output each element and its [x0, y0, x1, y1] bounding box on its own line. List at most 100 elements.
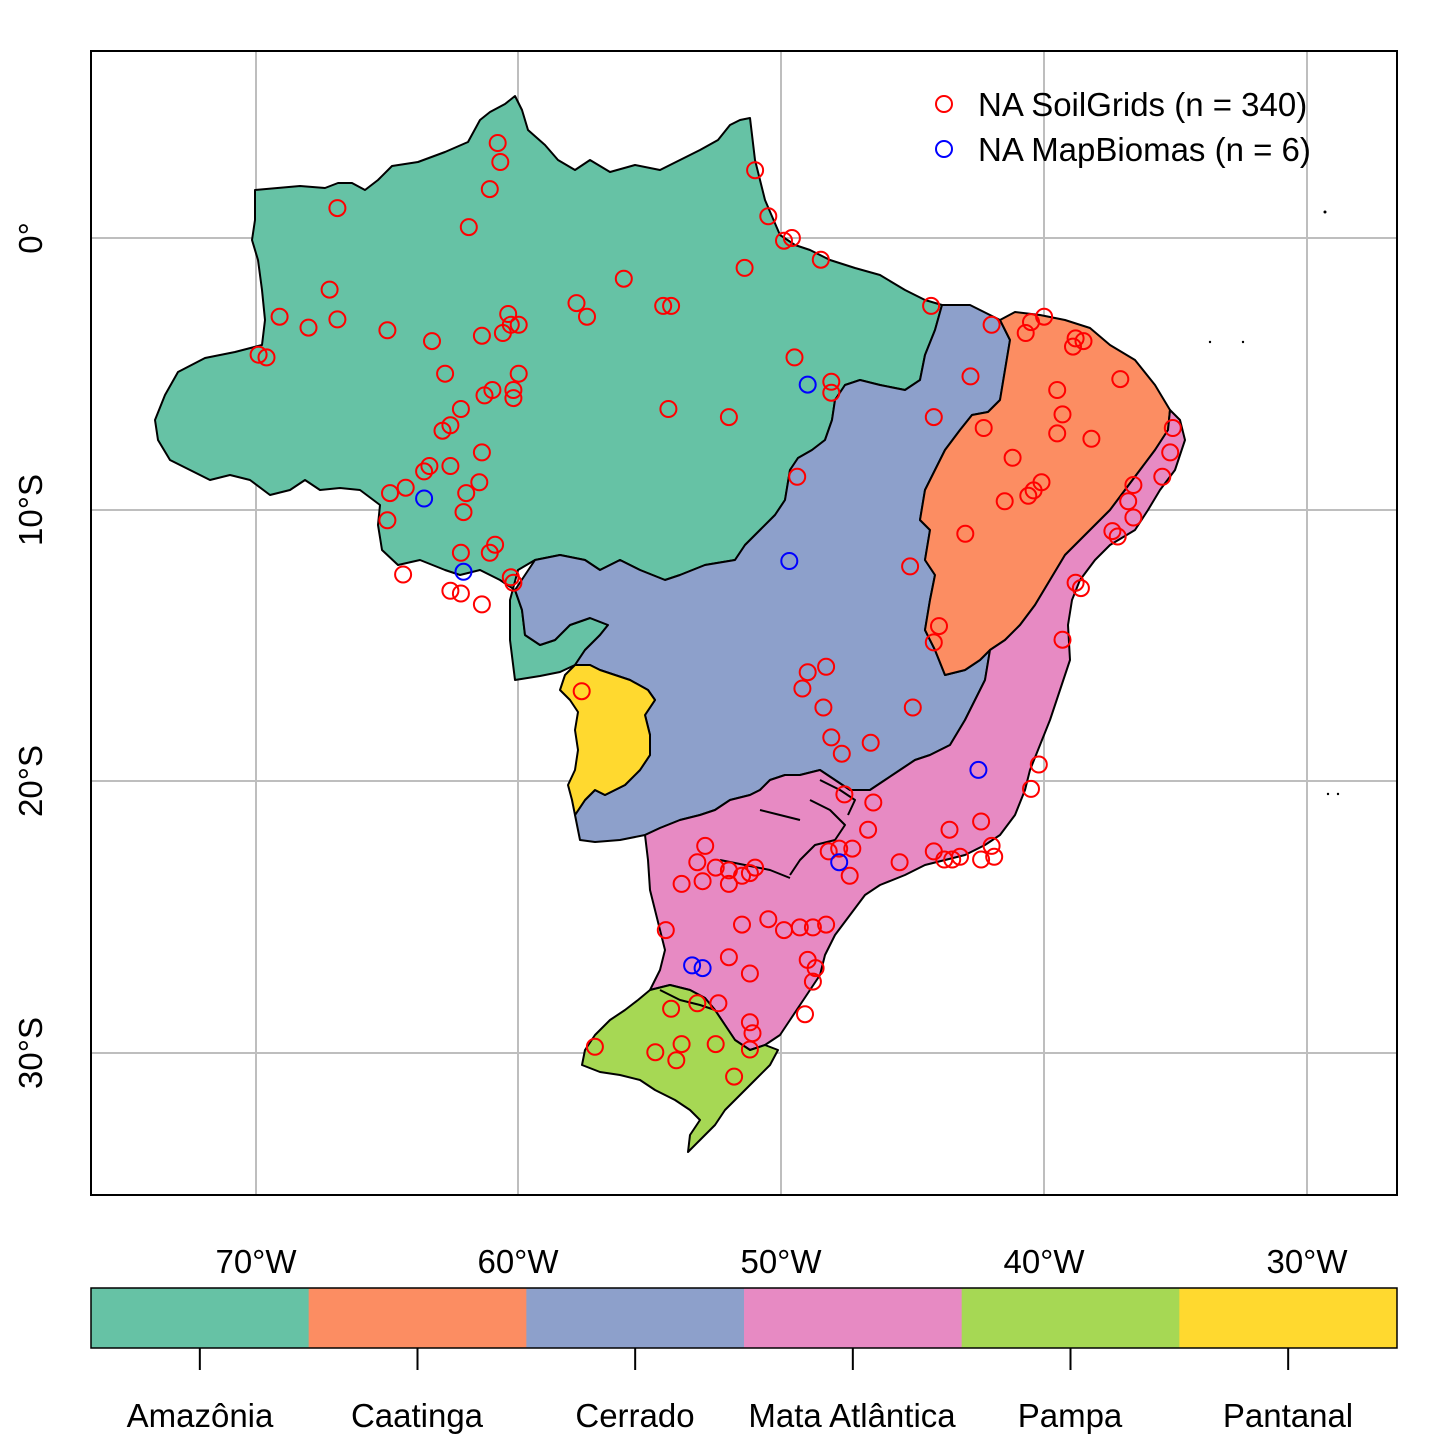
soilgrids-point [1161, 443, 1180, 462]
colorbar-label-pantanal: Pantanal [1223, 1397, 1353, 1434]
soilgrids-point [806, 959, 825, 978]
soilgrids-point [585, 1037, 604, 1056]
soilgrids-point [480, 180, 499, 199]
legend-soilgrids-marker [935, 95, 953, 113]
soilgrids-point [982, 315, 1001, 334]
soilgrids-point [817, 915, 836, 934]
soilgrids-point [504, 573, 523, 592]
colorbar-frame [90, 1287, 1398, 1349]
soilgrids-point [974, 419, 993, 437]
soilgrids-point [667, 1051, 686, 1070]
colorbar-label-amazonia: Amazônia [127, 1397, 274, 1434]
soilgrids-point [822, 728, 841, 747]
soilgrids-point [788, 467, 807, 486]
soilgrids-point [423, 332, 441, 351]
soilgrids-point [1111, 370, 1130, 389]
soilgrids-point [775, 231, 793, 250]
soilgrids-point [504, 381, 523, 399]
soilgrids-point [688, 853, 707, 872]
soilgrids-point [733, 866, 751, 885]
colorbar-label-mata-atlantica: Mata Atlântica [748, 1397, 956, 1434]
colorbar-swatch [526, 1288, 745, 1348]
soilgrids-point [740, 964, 759, 983]
soilgrids-point [746, 161, 765, 180]
x-tick-label: 50°W [740, 1243, 822, 1280]
soilgrids-point [840, 866, 859, 885]
soilgrids-point [1124, 508, 1143, 527]
soilgrids-point [796, 1005, 814, 1024]
soilgrids-point [662, 999, 681, 1018]
soilgrids-point [811, 250, 830, 269]
soilgrids-point [480, 543, 499, 562]
soilgrids-point [1066, 573, 1085, 592]
soilgrids-point [459, 218, 478, 237]
soilgrids-point [740, 864, 759, 883]
soilgrids-point [451, 400, 470, 418]
soilgrids-point [654, 296, 673, 315]
mapbiomas-point [798, 375, 817, 394]
soilgrids-point [656, 921, 675, 940]
soilgrids-point [995, 492, 1014, 511]
biome-colorbar: Amazônia Caatinga Cerrado Mata Atlântica… [90, 1287, 1398, 1434]
soilgrids-point [972, 812, 991, 831]
mapbiomas-point [683, 956, 702, 975]
soilgrids-point [433, 421, 452, 440]
x-tick-label: 30°W [1266, 1243, 1348, 1280]
soilgrids-point [1053, 630, 1072, 649]
soilgrids-point [822, 383, 841, 402]
plot-frame [90, 50, 1398, 1196]
soilgrids-point [972, 850, 991, 869]
soilgrids-point [659, 400, 678, 418]
soilgrids-point [1022, 779, 1040, 798]
soilgrids-point [1029, 755, 1048, 774]
soilgrids-point [470, 473, 489, 492]
y-tick-label: 0° [12, 222, 49, 254]
soilgrids-point [499, 305, 518, 323]
soilgrids-point [890, 853, 909, 872]
legend-soilgrids-label: NA SoilGrids (n = 340) [978, 86, 1307, 123]
x-tick-label: 40°W [1003, 1243, 1085, 1280]
soilgrids-point [378, 511, 397, 530]
soilgrids-point [706, 1035, 725, 1054]
soilgrids-point [1053, 405, 1072, 424]
soilgrids-point [798, 663, 817, 682]
soilgrids-point [1022, 313, 1040, 332]
soilgrids-point [501, 315, 520, 334]
soilgrids-point [861, 733, 880, 752]
soilgrids-point [491, 153, 510, 171]
soilgrids-point [572, 682, 591, 701]
mapbiomas-point [830, 853, 849, 872]
soilgrids-point [814, 698, 833, 717]
soilgrids-point [415, 462, 434, 481]
soilgrids-point [803, 972, 822, 991]
soilgrids-point [1153, 467, 1172, 486]
soilgrids-point [706, 858, 725, 877]
soilgrids-point [328, 310, 347, 329]
legend: NA SoilGrids (n = 340) NA MapBiomas (n =… [935, 86, 1311, 168]
y-tick-label: 10°S [12, 474, 49, 546]
soilgrids-point [451, 543, 470, 562]
soilgrids-point [1103, 522, 1122, 541]
soilgrids-point [662, 296, 681, 315]
islands [1208, 210, 1340, 796]
soilgrids-point [832, 744, 851, 763]
soilgrids-point [472, 443, 491, 462]
soilgrids-point [378, 321, 397, 340]
colorbar-label-cerrado: Cerrado [575, 1397, 694, 1434]
soilgrids-point [961, 367, 980, 386]
soilgrids-point [475, 386, 494, 405]
soilgrids-point [472, 595, 491, 614]
soilgrids-point [1119, 492, 1138, 511]
soilgrids-point [830, 839, 849, 858]
colorbar-label-pampa: Pampa [1018, 1397, 1123, 1434]
soilgrids-point [725, 1067, 744, 1086]
colorbar-swatch [1179, 1288, 1398, 1348]
soilgrids-point [785, 348, 804, 367]
soilgrids-point [394, 565, 413, 584]
soilgrids-point [1082, 429, 1101, 448]
soilgrids-point [835, 785, 854, 804]
soilgrids-point [956, 524, 975, 543]
mapbiomas-point [415, 489, 434, 508]
sample-points [249, 134, 1182, 1086]
mapbiomas-point [969, 760, 988, 779]
